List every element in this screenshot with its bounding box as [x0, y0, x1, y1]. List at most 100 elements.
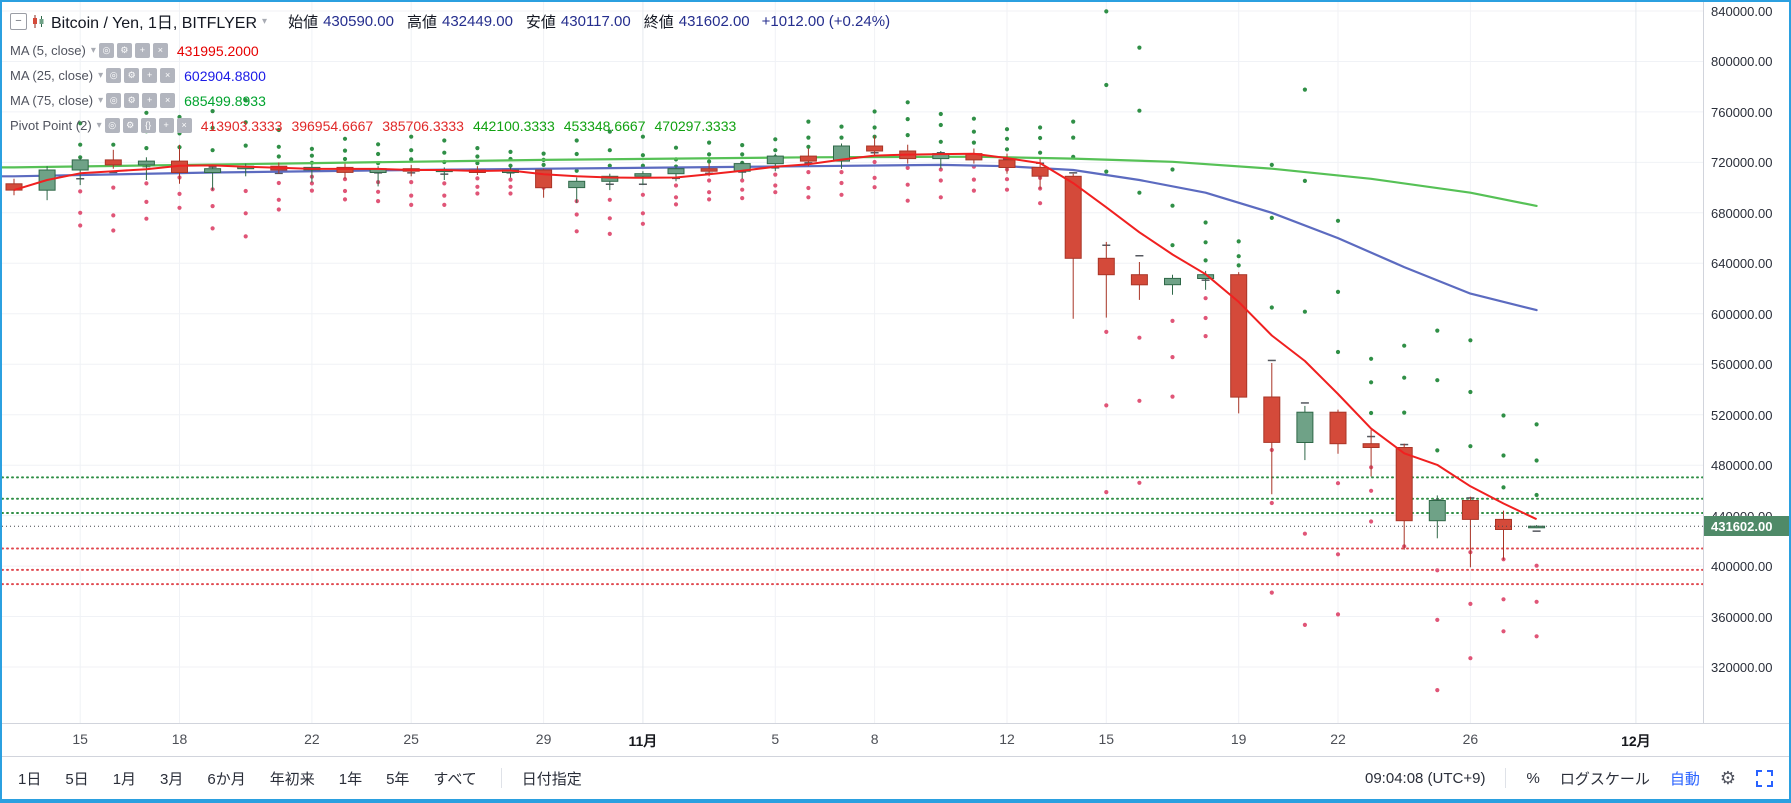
indicator-name[interactable]: MA (25, close) — [10, 68, 94, 83]
open-label: 始値 — [288, 13, 319, 31]
clock[interactable]: 09:04:08 (UTC+9) — [1365, 769, 1486, 787]
plus-icon[interactable]: + — [134, 43, 150, 58]
log-scale-button[interactable]: ログスケール — [1559, 770, 1650, 788]
indicator-value: 470297.3333 — [654, 117, 737, 134]
price-tick-label: 640000.00 — [1711, 256, 1773, 272]
indicator-row: Pivot Point (2) ▾ ◎ ⚙{} + × 413903.3333 396954.… — [10, 113, 890, 138]
gear-icon[interactable]: ⚙ — [124, 93, 140, 108]
high-label: 高値 — [406, 13, 437, 31]
chevron-down-icon[interactable]: ▾ — [90, 45, 96, 56]
chevron-down-icon[interactable]: ▾ — [98, 95, 104, 106]
price-tick-label: 360000.00 — [1711, 609, 1773, 625]
time-tick-label: 15 — [72, 731, 88, 747]
candlestick-series-icon — [31, 14, 46, 29]
plot-svg — [2, 2, 1704, 758]
percent-scale-button[interactable]: % — [1526, 769, 1540, 787]
gear-icon[interactable]: ⚙ — [124, 68, 140, 83]
chevron-down-icon[interactable]: ▾ — [96, 120, 102, 131]
time-tick-label: 12 — [999, 731, 1015, 747]
price-tick-label: 400000.00 — [1711, 559, 1773, 575]
chevron-down-icon[interactable]: ▾ — [262, 15, 268, 27]
price-tick-label: 480000.00 — [1711, 458, 1773, 474]
time-tick-label: 11月 — [628, 733, 658, 749]
indicator-value: 385706.3333 — [382, 117, 464, 134]
indicator-value: 431995.2000 — [176, 42, 259, 59]
low-label: 安値 — [525, 13, 556, 31]
symbol-title[interactable]: Bitcoin / Yen, 1日, BITFLYER — [51, 15, 258, 32]
close-icon[interactable]: × — [152, 43, 168, 58]
auto-scale-button[interactable]: 自動 — [1669, 770, 1700, 788]
symbol-legend-row: − Bitcoin / Yen, 1日, BITFLYER ▾ 始値 43059… — [10, 7, 890, 35]
price-tick-label: 560000.00 — [1711, 357, 1773, 373]
time-tick-label: 12月 — [1621, 733, 1651, 749]
close-icon[interactable]: × — [176, 118, 192, 133]
indicator-row: MA (5, close) ▾ ◎ ⚙ + × 431995.2000 — [10, 38, 890, 63]
time-tick-label: 22 — [1330, 731, 1346, 747]
eye-icon[interactable]: ◎ — [106, 68, 122, 83]
plus-icon[interactable]: + — [142, 68, 158, 83]
time-tick-label: 26 — [1462, 731, 1479, 747]
range-button-6か月[interactable]: 6か月 — [207, 770, 246, 788]
time-tick-label: 25 — [403, 731, 419, 747]
range-button-5年[interactable]: 5年 — [386, 770, 410, 788]
range-button-1年[interactable]: 1年 — [338, 770, 363, 788]
indicator-value: 453348.6667 — [563, 117, 646, 134]
toolbar-divider — [1505, 768, 1507, 788]
close-icon[interactable]: × — [160, 93, 176, 108]
range-button-1日[interactable]: 1日 — [18, 770, 42, 788]
time-axis[interactable]: 15 18 22 25 29 11月 5 8 12 15 19 22 26 12月 — [2, 723, 1789, 756]
close-icon[interactable]: × — [160, 68, 176, 83]
toolbar-right: 09:04:08 (UTC+9) % ログスケール 自動 ⚙ — [1365, 768, 1773, 789]
eye-icon[interactable]: ◎ — [106, 93, 122, 108]
eye-icon[interactable]: ◎ — [98, 43, 114, 58]
open-value: 430590.00 — [323, 12, 394, 30]
chart-canvas[interactable]: − Bitcoin / Yen, 1日, BITFLYER ▾ 始値 43059… — [2, 2, 1789, 758]
price-tick-label: 720000.00 — [1711, 155, 1773, 171]
close-label: 終値 — [643, 13, 674, 31]
goto-date-button[interactable]: 日付指定 — [521, 770, 582, 788]
eye-icon[interactable]: ◎ — [104, 118, 120, 133]
gear-icon[interactable]: ⚙ — [116, 43, 132, 58]
time-tick-label: 29 — [535, 731, 552, 747]
time-tick-label: 15 — [1098, 731, 1115, 747]
high-value: 432449.00 — [442, 12, 513, 30]
indicator-row: MA (25, close) ▾ ◎ ⚙ + × 602904.8800 — [10, 63, 890, 88]
collapse-legend-icon[interactable]: − — [10, 12, 27, 30]
price-tick-label: 520000.00 — [1711, 407, 1773, 423]
plus-icon[interactable]: + — [142, 93, 158, 108]
time-tick-label: 5 — [771, 731, 780, 747]
price-tick-label: 600000.00 — [1711, 306, 1773, 322]
range-button-3月[interactable]: 3月 — [160, 770, 184, 788]
indicator-value: 413903.3333 — [200, 117, 283, 134]
indicator-value: 442100.3333 — [472, 117, 555, 134]
range-button-5日[interactable]: 5日 — [65, 770, 89, 788]
bottom-toolbar: 1日 5日 1月 3月 6か月 年初来 1年 5年 すべて 日付指定 09:04:08 (UTC… — [2, 756, 1789, 799]
change-value: +1012.00 (+0.24%) — [761, 12, 891, 30]
time-tick-label: 22 — [304, 731, 320, 747]
indicator-name[interactable]: MA (75, close) — [10, 93, 94, 108]
time-tick-label: 19 — [1230, 731, 1247, 747]
range-buttons: 1日 5日 1月 3月 6か月 年初来 1年 5年 すべて — [18, 768, 501, 789]
fullscreen-icon[interactable] — [1756, 769, 1773, 787]
plus-icon[interactable]: + — [158, 118, 174, 133]
indicator-row: MA (75, close) ▾ ◎ ⚙ + × 685499.8933 — [10, 88, 890, 113]
range-button-すべて[interactable]: すべて — [433, 770, 477, 788]
plot-area[interactable] — [2, 2, 1704, 758]
price-tick-label: 840000.00 — [1711, 4, 1773, 19]
chevron-down-icon[interactable]: ▾ — [98, 70, 104, 81]
toolbar-divider — [500, 768, 502, 788]
braces-icon[interactable]: {} — [140, 118, 156, 133]
indicator-name[interactable]: Pivot Point (2) — [10, 118, 92, 133]
settings-gear-icon[interactable]: ⚙ — [1719, 768, 1736, 788]
gear-icon[interactable]: ⚙ — [122, 118, 138, 133]
price-tick-label: 680000.00 — [1711, 205, 1773, 221]
time-tick-label: 18 — [171, 731, 188, 747]
indicator-name[interactable]: MA (5, close) — [10, 43, 86, 58]
price-tick-label: 320000.00 — [1711, 660, 1773, 675]
legend: − Bitcoin / Yen, 1日, BITFLYER ▾ 始値 43059… — [10, 7, 890, 138]
price-axis[interactable]: 840000.00 800000.00 760000.00 720000.00 6800… — [1703, 2, 1789, 723]
range-button-1月[interactable]: 1月 — [112, 770, 137, 788]
indicator-value: 602904.8800 — [184, 67, 266, 84]
range-button-年初来[interactable]: 年初来 — [269, 770, 315, 788]
